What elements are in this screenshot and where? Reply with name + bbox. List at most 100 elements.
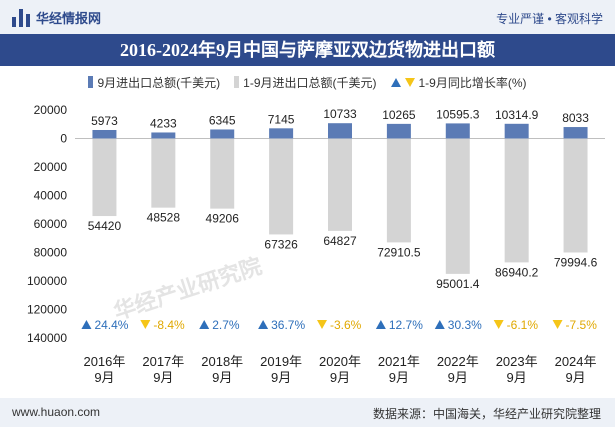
monthly-bar-label: 10314.9 <box>495 108 539 122</box>
monthly-bar-label: 10265 <box>382 108 416 122</box>
footer: www.huaon.com 数据来源：中国海关，华经产业研究院整理 <box>0 398 615 427</box>
cumulative-bar <box>151 138 176 208</box>
monthly-bar-label: 4233 <box>150 116 177 130</box>
footer-source: 数据来源：中国海关，华经产业研究院整理 <box>372 407 601 421</box>
brand: 华经情报网 <box>12 8 101 27</box>
monthly-bar <box>210 129 235 139</box>
y-tick-label: 100000 <box>27 274 67 288</box>
x-tick-label: 2024年 <box>555 354 597 369</box>
x-tick-label: 2023年 <box>496 354 538 369</box>
monthly-bar <box>269 128 294 139</box>
x-tick-label: 2020年 <box>319 354 361 369</box>
x-tick-label: 9月 <box>389 370 409 385</box>
cumulative-bar <box>269 138 294 235</box>
monthly-bar-label: 7145 <box>268 112 295 126</box>
chart-title: 2016-2024年9月中国与萨摩亚双边货物进出口额 <box>0 34 615 66</box>
cumulative-bar <box>328 138 352 231</box>
growth-down-triangle-icon <box>493 320 504 329</box>
top-bar: 华经情报网 专业严谨 • 客观科学 <box>0 0 615 34</box>
growth-label: -6.1% <box>507 318 539 332</box>
monthly-bar <box>151 132 176 139</box>
monthly-bar-label: 5973 <box>91 114 118 128</box>
cumulative-bar-label: 64827 <box>323 234 357 248</box>
growth-label: -8.4% <box>153 318 185 332</box>
y-tick-label: 80000 <box>34 246 68 260</box>
legend-item-growth: 1-9月同比增长率(%) <box>390 74 527 91</box>
growth-up-triangle-icon <box>199 320 210 329</box>
cumulative-bar-label: 72910.5 <box>377 245 421 259</box>
y-tick-label: 140000 <box>27 331 67 345</box>
cumulative-bar-label: 67326 <box>264 237 298 251</box>
growth-label: -3.6% <box>330 318 362 332</box>
cumulative-bar <box>92 138 117 217</box>
legend-swatch-monthly <box>88 76 94 88</box>
growth-up-triangle-icon <box>81 320 92 329</box>
brand-logo-icon <box>12 8 30 27</box>
y-tick-label: 120000 <box>27 303 67 317</box>
y-tick-label: 40000 <box>34 189 68 203</box>
growth-up-triangle-icon <box>434 320 445 329</box>
legend-item-cumulative: 1-9月进出口总额(千美元) <box>234 74 377 91</box>
y-tick-label: 20000 <box>34 103 68 117</box>
x-tick-label: 2016年 <box>83 354 125 369</box>
monthly-bar <box>563 127 588 139</box>
monthly-bar-label: 10733 <box>323 107 357 121</box>
growth-down-triangle-icon <box>140 320 151 329</box>
y-tick-label: 60000 <box>34 217 68 231</box>
legend-up-triangle-icon <box>390 77 401 87</box>
cumulative-bar <box>504 138 529 263</box>
cumulative-bar <box>445 138 470 274</box>
legend-item-monthly: 9月进出口总额(千美元) <box>88 74 220 91</box>
brand-name: 华经情报网 <box>36 11 102 26</box>
footer-url: www.huaon.com <box>12 405 101 419</box>
x-tick-label: 2017年 <box>142 354 184 369</box>
cumulative-bar-label: 95001.4 <box>436 277 480 291</box>
growth-label: 12.7% <box>389 318 423 332</box>
monthly-bar-label: 6345 <box>209 113 236 127</box>
x-tick-label: 9月 <box>507 370 527 385</box>
legend-label-cumulative: 1-9月进出口总额(千美元) <box>243 75 377 90</box>
x-tick-label: 9月 <box>153 370 173 385</box>
legend-label-growth: 1-9月同比增长率(%) <box>418 75 527 90</box>
x-tick-label: 9月 <box>448 370 468 385</box>
legend-label-monthly: 9月进出口总额(千美元) <box>97 75 221 90</box>
growth-label: 24.4% <box>94 318 128 332</box>
growth-label: -7.5% <box>566 318 598 332</box>
legend-down-triangle-icon <box>404 77 415 87</box>
growth-label: 30.3% <box>448 318 482 332</box>
x-tick-label: 2019年 <box>260 354 302 369</box>
legend-swatch-cumulative <box>234 76 240 88</box>
growth-label: 2.7% <box>212 318 240 332</box>
cumulative-bar-label: 79994.6 <box>554 255 598 269</box>
cumulative-bar <box>563 138 588 253</box>
monthly-bar <box>504 123 529 139</box>
growth-down-triangle-icon <box>317 320 327 329</box>
cumulative-bar <box>210 138 235 209</box>
x-tick-label: 2018年 <box>201 354 243 369</box>
slogan: 专业严谨 • 客观科学 <box>496 12 603 26</box>
x-tick-label: 9月 <box>212 370 232 385</box>
y-tick-label: 0 <box>60 132 67 146</box>
legend: 9月进出口总额(千美元) 1-9月进出口总额(千美元) 1-9月同比增长率(%) <box>0 72 615 92</box>
watermark: 华经产业研究院 <box>111 253 265 324</box>
x-tick-label: 9月 <box>271 370 291 385</box>
monthly-bar-label: 8033 <box>562 111 589 125</box>
growth-up-triangle-icon <box>375 320 386 329</box>
monthly-bar <box>445 123 470 139</box>
x-tick-label: 9月 <box>330 370 350 385</box>
cumulative-bar-label: 86940.2 <box>495 265 539 279</box>
cumulative-bar-label: 49206 <box>206 212 240 226</box>
cumulative-bar <box>386 138 411 243</box>
monthly-bar-label: 10595.3 <box>436 107 480 121</box>
x-tick-label: 2021年 <box>378 354 420 369</box>
x-tick-label: 2022年 <box>437 354 479 369</box>
x-tick-label: 9月 <box>94 370 114 385</box>
growth-label: 36.7% <box>271 318 305 332</box>
growth-down-triangle-icon <box>552 320 563 329</box>
cumulative-bar-label: 54420 <box>88 219 122 233</box>
monthly-bar <box>328 123 352 139</box>
y-tick-label: 20000 <box>34 160 68 174</box>
monthly-bar <box>386 123 411 139</box>
cumulative-bar-label: 48528 <box>147 211 181 225</box>
x-tick-label: 9月 <box>565 370 585 385</box>
